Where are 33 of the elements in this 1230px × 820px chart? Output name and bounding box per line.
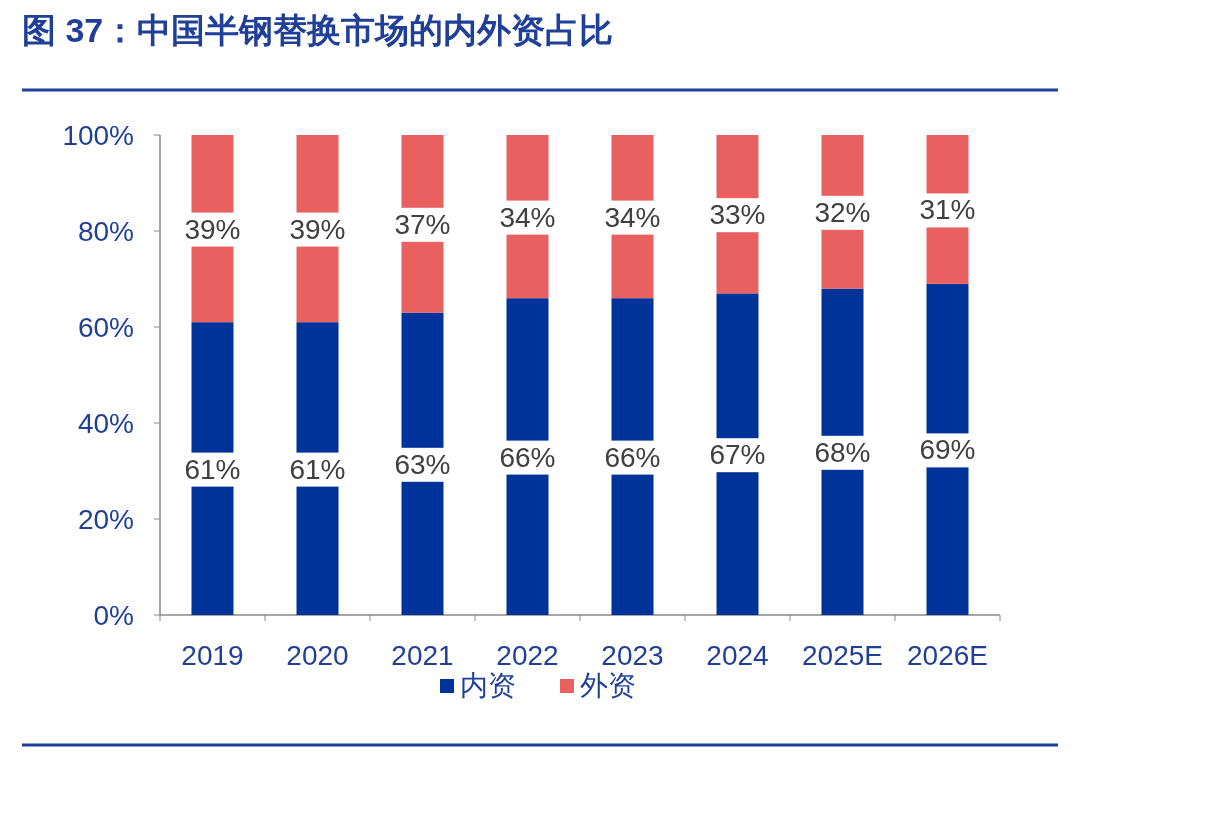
data-label: 33% [709,199,766,231]
legend-label: 外资 [580,670,636,701]
legend-label: 内资 [460,670,516,701]
data-label: 63% [394,448,451,480]
data-label: 67% [709,439,766,471]
data-label: 61% [289,453,346,485]
y-tick-label: 0% [93,600,134,631]
chart-title: 图 37：中国半钢替换市场的内外资占比 [22,11,614,49]
data-label: 31% [919,194,976,226]
x-tick-label: 2024 [706,640,769,671]
y-tick-label: 20% [77,504,134,535]
x-tick-label: 2025E [802,640,883,671]
x-tick-label: 2020 [286,640,349,671]
data-label: 34% [604,201,661,233]
y-tick-label: 60% [77,312,134,343]
x-tick-label: 2022 [496,640,559,671]
data-label: 34% [499,201,556,233]
data-label: 61% [184,453,241,485]
data-label: 32% [814,196,871,228]
data-label: 37% [394,208,451,240]
x-tick-label: 2023 [601,640,664,671]
y-tick-label: 80% [77,216,134,247]
data-label: 66% [499,441,556,473]
data-label: 39% [184,213,241,245]
y-tick-label: 40% [77,408,134,439]
y-tick-label: 100% [62,120,134,151]
data-label: 69% [919,434,976,466]
data-label: 39% [289,213,346,245]
data-label: 66% [604,441,661,473]
x-tick-label: 2026E [907,640,988,671]
x-tick-label: 2019 [181,640,244,671]
data-label: 68% [814,436,871,468]
x-tick-label: 2021 [391,640,454,671]
